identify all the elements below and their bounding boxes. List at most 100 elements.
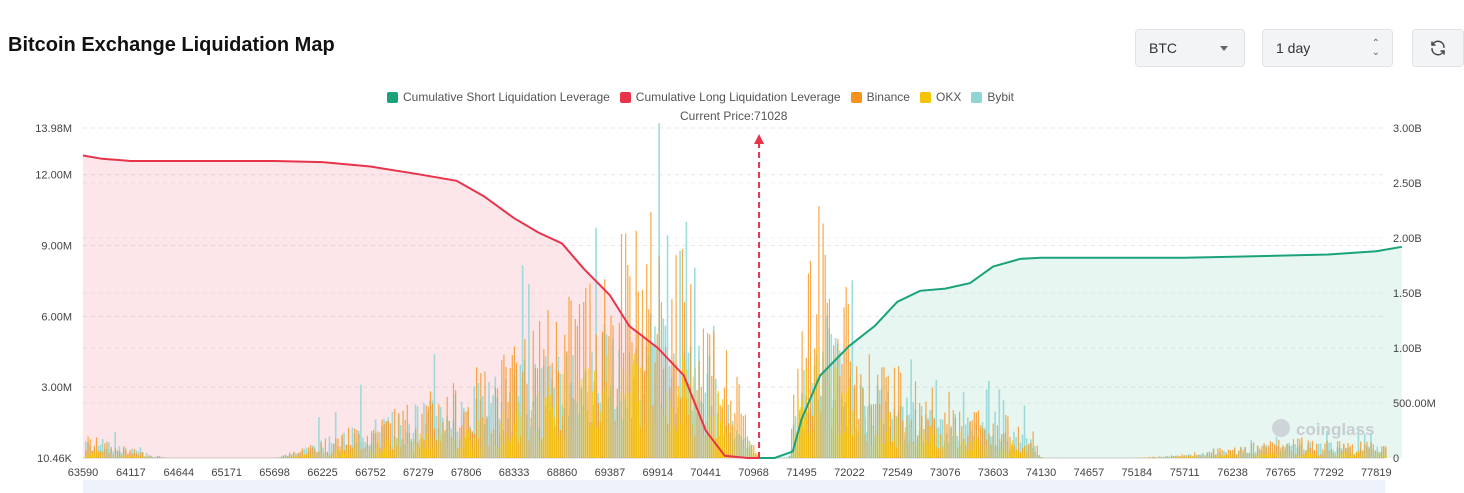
bybit-bar xyxy=(1357,426,1360,458)
binance-bar xyxy=(984,429,986,458)
x-tick-label: 70968 xyxy=(738,467,769,479)
legend-item-short[interactable]: Cumulative Short Liquidation Leverage xyxy=(387,90,610,104)
okx-bar xyxy=(976,436,978,458)
bybit-bar xyxy=(1013,431,1015,458)
okx-bar xyxy=(686,369,688,458)
binance-bar xyxy=(494,387,497,458)
okx-bar xyxy=(1337,453,1339,458)
binance-bar xyxy=(476,367,478,458)
chart-zoom-scrollbar[interactable] xyxy=(83,480,1385,493)
okx-bar xyxy=(87,455,89,458)
okx-bar xyxy=(400,440,402,458)
okx-bar xyxy=(573,428,574,458)
binance-bar xyxy=(350,445,352,458)
okx-bar xyxy=(407,444,409,458)
y-right-tick-label: 2.50B xyxy=(1393,178,1422,190)
binance-bar xyxy=(335,438,337,458)
okx-bar xyxy=(1272,453,1274,458)
binance-bar xyxy=(589,283,591,458)
binance-bar xyxy=(736,376,738,458)
okx-bar xyxy=(652,408,654,458)
y-right-tick-label: 3.00B xyxy=(1393,123,1422,135)
binance-bar xyxy=(381,419,383,458)
binance-bar xyxy=(1347,442,1349,458)
okx-bar xyxy=(726,434,728,458)
okx-bar xyxy=(1268,453,1270,458)
binance-bar xyxy=(793,394,795,458)
okx-bar xyxy=(350,452,352,458)
binance-bar xyxy=(125,450,127,458)
okx-bar xyxy=(568,404,570,458)
okx-bar xyxy=(791,452,793,458)
okx-bar xyxy=(381,450,383,458)
okx-bar xyxy=(751,449,753,458)
okx-bar xyxy=(1385,455,1387,458)
okx-bar xyxy=(617,426,619,458)
legend-swatch-short xyxy=(387,91,398,103)
okx-bar xyxy=(1251,454,1253,458)
bybit-bar xyxy=(715,378,717,458)
binance-bar xyxy=(555,321,557,458)
x-tick-label: 73076 xyxy=(930,467,961,479)
okx-bar xyxy=(1301,455,1303,458)
okx-bar xyxy=(1303,453,1305,458)
okx-bar xyxy=(696,400,698,458)
okx-bar xyxy=(902,439,904,458)
bybit-bar xyxy=(334,411,337,458)
binance-bar xyxy=(944,412,946,458)
okx-bar xyxy=(835,368,837,458)
okx-bar xyxy=(850,434,852,458)
okx-bar xyxy=(386,438,388,458)
binance-bar xyxy=(824,254,826,458)
bybit-bar xyxy=(1002,399,1005,458)
okx-bar xyxy=(129,455,131,458)
okx-bar xyxy=(1371,454,1372,458)
okx-bar xyxy=(923,432,925,458)
binance-bar xyxy=(1194,452,1196,458)
okx-bar xyxy=(621,366,623,458)
binance-bar xyxy=(1274,444,1276,458)
okx-bar xyxy=(615,420,616,458)
binance-bar xyxy=(612,325,614,458)
okx-bar xyxy=(812,431,814,458)
legend-item-binance[interactable]: Binance xyxy=(850,90,910,104)
binance-bar xyxy=(431,403,434,458)
binance-bar xyxy=(425,405,427,458)
okx-bar xyxy=(867,406,868,458)
binance-bar xyxy=(539,321,541,458)
period-select[interactable]: 1 day ⌃ ⌄ xyxy=(1262,29,1393,67)
binance-bar xyxy=(312,447,314,458)
binance-bar xyxy=(1278,439,1280,458)
okx-bar xyxy=(860,427,862,458)
okx-bar xyxy=(1287,452,1288,458)
legend-item-long[interactable]: Cumulative Long Liquidation Leverage xyxy=(619,90,841,104)
bybit-bar xyxy=(322,447,324,458)
legend-item-bybit[interactable]: Bybit xyxy=(971,90,1014,104)
okx-bar xyxy=(518,402,520,458)
binance-bar xyxy=(875,404,877,458)
okx-bar xyxy=(1173,457,1175,458)
binance-bar xyxy=(730,400,732,458)
okx-bar xyxy=(295,455,297,458)
okx-bar xyxy=(111,453,112,458)
okx-bar xyxy=(713,415,715,458)
okx-bar xyxy=(140,456,142,458)
okx-bar xyxy=(138,455,140,458)
okx-bar xyxy=(354,448,356,458)
binance-bar xyxy=(709,334,711,458)
bybit-bar xyxy=(910,359,912,458)
binance-bar xyxy=(1200,456,1202,458)
binance-bar xyxy=(515,362,518,458)
binance-bar xyxy=(446,396,448,458)
symbol-select[interactable]: BTC xyxy=(1135,29,1245,67)
binance-bar xyxy=(675,255,677,458)
okx-bar xyxy=(822,376,824,458)
okx-bar xyxy=(963,441,965,458)
bybit-bar xyxy=(131,448,133,458)
binance-bar xyxy=(158,456,161,458)
bybit-bar xyxy=(912,401,914,458)
legend-item-okx[interactable]: OKX xyxy=(919,90,961,104)
okx-bar xyxy=(558,436,560,458)
binance-bar xyxy=(893,367,896,458)
